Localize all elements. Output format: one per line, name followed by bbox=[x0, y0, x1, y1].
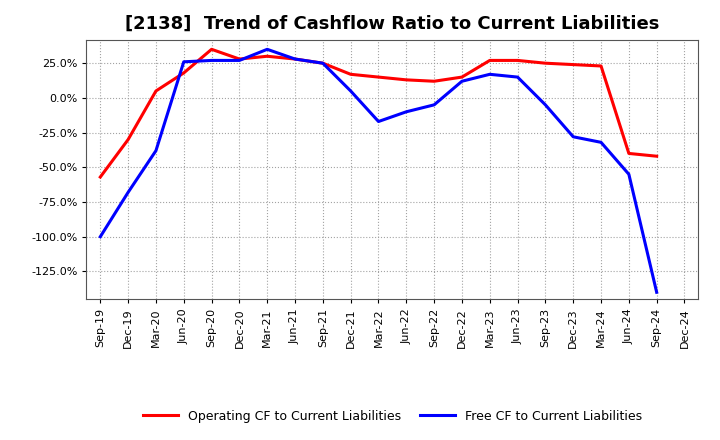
Free CF to Current Liabilities bbox=[179, 59, 188, 64]
Operating CF to Current Liabilities bbox=[430, 79, 438, 84]
Line: Free CF to Current Liabilities: Free CF to Current Liabilities bbox=[100, 49, 657, 292]
Free CF to Current Liabilities bbox=[569, 134, 577, 139]
Free CF to Current Liabilities bbox=[485, 72, 494, 77]
Operating CF to Current Liabilities bbox=[513, 58, 522, 63]
Free CF to Current Liabilities bbox=[624, 172, 633, 177]
Operating CF to Current Liabilities bbox=[597, 63, 606, 69]
Free CF to Current Liabilities bbox=[124, 190, 132, 195]
Operating CF to Current Liabilities bbox=[152, 88, 161, 94]
Legend: Operating CF to Current Liabilities, Free CF to Current Liabilities: Operating CF to Current Liabilities, Fre… bbox=[138, 405, 647, 428]
Operating CF to Current Liabilities bbox=[458, 74, 467, 80]
Operating CF to Current Liabilities bbox=[624, 151, 633, 156]
Free CF to Current Liabilities bbox=[430, 102, 438, 107]
Operating CF to Current Liabilities bbox=[179, 70, 188, 76]
Operating CF to Current Liabilities bbox=[207, 47, 216, 52]
Free CF to Current Liabilities bbox=[652, 290, 661, 295]
Operating CF to Current Liabilities bbox=[541, 61, 550, 66]
Operating CF to Current Liabilities bbox=[263, 54, 271, 59]
Operating CF to Current Liabilities bbox=[291, 56, 300, 62]
Free CF to Current Liabilities bbox=[458, 79, 467, 84]
Free CF to Current Liabilities bbox=[513, 74, 522, 80]
Operating CF to Current Liabilities bbox=[235, 56, 243, 62]
Free CF to Current Liabilities bbox=[291, 56, 300, 62]
Operating CF to Current Liabilities bbox=[652, 154, 661, 159]
Operating CF to Current Liabilities bbox=[96, 174, 104, 180]
Operating CF to Current Liabilities bbox=[346, 72, 355, 77]
Free CF to Current Liabilities bbox=[263, 47, 271, 52]
Operating CF to Current Liabilities bbox=[318, 61, 327, 66]
Operating CF to Current Liabilities bbox=[569, 62, 577, 67]
Operating CF to Current Liabilities bbox=[485, 58, 494, 63]
Line: Operating CF to Current Liabilities: Operating CF to Current Liabilities bbox=[100, 49, 657, 177]
Free CF to Current Liabilities bbox=[207, 58, 216, 63]
Operating CF to Current Liabilities bbox=[402, 77, 410, 82]
Operating CF to Current Liabilities bbox=[374, 74, 383, 80]
Free CF to Current Liabilities bbox=[235, 58, 243, 63]
Free CF to Current Liabilities bbox=[346, 88, 355, 94]
Free CF to Current Liabilities bbox=[96, 234, 104, 239]
Free CF to Current Liabilities bbox=[402, 109, 410, 114]
Free CF to Current Liabilities bbox=[597, 139, 606, 145]
Free CF to Current Liabilities bbox=[541, 102, 550, 107]
Free CF to Current Liabilities bbox=[318, 61, 327, 66]
Title: [2138]  Trend of Cashflow Ratio to Current Liabilities: [2138] Trend of Cashflow Ratio to Curren… bbox=[125, 15, 660, 33]
Free CF to Current Liabilities bbox=[374, 119, 383, 124]
Operating CF to Current Liabilities bbox=[124, 137, 132, 142]
Free CF to Current Liabilities bbox=[152, 148, 161, 153]
